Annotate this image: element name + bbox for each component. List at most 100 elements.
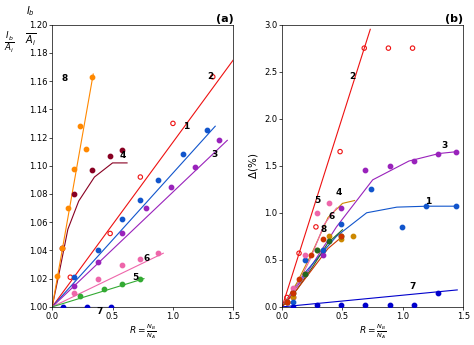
- Point: [215, 138, 223, 143]
- Point: [434, 290, 442, 296]
- Point: [283, 299, 291, 305]
- Point: [301, 271, 309, 277]
- Point: [289, 290, 297, 296]
- Point: [100, 286, 108, 291]
- Point: [94, 248, 102, 253]
- Text: (b): (b): [445, 14, 463, 24]
- Point: [409, 46, 416, 51]
- Point: [398, 224, 405, 230]
- Point: [368, 187, 375, 192]
- Point: [108, 304, 115, 309]
- Point: [118, 147, 126, 153]
- Point: [70, 290, 78, 296]
- Point: [301, 271, 309, 277]
- X-axis label: $R = \frac{N_B}{N_A}$: $R = \frac{N_B}{N_A}$: [129, 322, 156, 341]
- Point: [118, 282, 126, 287]
- Point: [337, 221, 345, 227]
- Point: [362, 168, 369, 173]
- Point: [295, 276, 303, 282]
- Point: [337, 234, 345, 239]
- Point: [66, 275, 74, 280]
- Text: 1: 1: [182, 122, 189, 131]
- Point: [289, 295, 297, 300]
- Point: [70, 191, 78, 197]
- Point: [283, 299, 291, 305]
- Point: [337, 234, 345, 239]
- Point: [169, 121, 177, 126]
- Point: [137, 256, 144, 262]
- Point: [313, 302, 321, 308]
- Point: [155, 250, 162, 256]
- Text: 4: 4: [120, 151, 126, 160]
- Point: [319, 248, 327, 253]
- Point: [336, 149, 344, 154]
- Point: [326, 200, 333, 206]
- Point: [326, 238, 333, 244]
- Point: [118, 231, 126, 236]
- Text: 2: 2: [350, 72, 356, 81]
- Point: [386, 163, 393, 168]
- Point: [452, 149, 460, 154]
- Point: [88, 74, 96, 80]
- Point: [82, 146, 90, 151]
- Text: 6: 6: [144, 254, 150, 263]
- Point: [191, 164, 199, 170]
- Y-axis label: $\Delta(\%)$: $\Delta(\%)$: [247, 153, 260, 179]
- Point: [337, 205, 345, 211]
- Point: [88, 167, 96, 173]
- Point: [289, 290, 297, 296]
- Point: [76, 124, 84, 129]
- Point: [350, 234, 357, 239]
- Text: 7: 7: [409, 282, 415, 291]
- Text: 4: 4: [335, 188, 342, 197]
- Text: $\overline{A_i}$: $\overline{A_i}$: [25, 32, 36, 48]
- Text: 5: 5: [132, 273, 138, 282]
- Point: [384, 46, 392, 51]
- Point: [137, 197, 144, 203]
- Point: [410, 158, 418, 164]
- Point: [58, 245, 65, 250]
- Point: [410, 302, 418, 308]
- Text: 8: 8: [62, 74, 68, 83]
- Point: [118, 217, 126, 222]
- Point: [70, 166, 78, 171]
- Text: 8: 8: [321, 225, 327, 234]
- Text: 3: 3: [211, 150, 218, 159]
- Point: [301, 257, 309, 263]
- Point: [301, 271, 309, 277]
- Point: [319, 236, 327, 242]
- Point: [434, 152, 442, 157]
- Point: [301, 252, 309, 258]
- Text: 3: 3: [442, 140, 448, 149]
- Point: [143, 205, 150, 211]
- Point: [76, 293, 84, 298]
- Point: [283, 299, 291, 305]
- Point: [313, 248, 321, 253]
- Point: [289, 299, 297, 305]
- Point: [179, 152, 186, 157]
- X-axis label: $R = \frac{N_B}{N_A}$: $R = \frac{N_B}{N_A}$: [359, 322, 386, 341]
- Point: [106, 231, 114, 236]
- Point: [452, 204, 460, 209]
- Point: [326, 234, 333, 239]
- Point: [313, 210, 321, 216]
- Point: [94, 259, 102, 265]
- Point: [289, 290, 297, 296]
- Text: 6: 6: [328, 212, 334, 221]
- Point: [337, 302, 345, 308]
- Text: 2: 2: [207, 72, 213, 81]
- Point: [137, 276, 144, 282]
- Point: [53, 273, 61, 278]
- Point: [83, 304, 91, 309]
- Point: [59, 304, 67, 309]
- Point: [203, 128, 210, 133]
- Point: [289, 285, 297, 291]
- Point: [155, 177, 162, 183]
- Point: [307, 252, 315, 258]
- Text: $I_b$: $I_b$: [26, 4, 35, 18]
- Text: (a): (a): [216, 14, 233, 24]
- Point: [312, 224, 320, 230]
- Point: [337, 236, 345, 242]
- Point: [283, 299, 291, 305]
- Point: [289, 304, 297, 309]
